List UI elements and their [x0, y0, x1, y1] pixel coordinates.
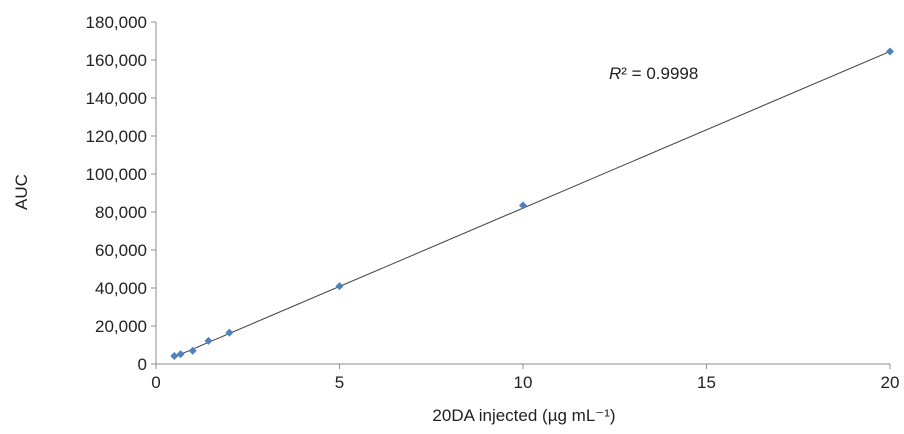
- data-point: [170, 352, 179, 361]
- trendline: [174, 50, 891, 358]
- data-point: [188, 346, 197, 355]
- data-point: [204, 336, 213, 345]
- data-point: [176, 350, 185, 359]
- y-tick-label: 100,000: [86, 165, 147, 184]
- y-tick-label: 140,000: [86, 89, 147, 108]
- y-tick-label: 20,000: [95, 317, 147, 336]
- trendline-group: [174, 50, 891, 358]
- data-point: [225, 328, 234, 337]
- x-tick-label: 5: [335, 373, 344, 392]
- x-axis-ticks: 0 5 10 15 20: [151, 364, 899, 392]
- r-squared-annotation: R² = 0.9998: [609, 64, 698, 83]
- y-axis-title: AUC: [12, 174, 31, 210]
- data-point: [519, 201, 527, 210]
- axes: [155, 22, 890, 365]
- x-tick-label: 10: [514, 373, 533, 392]
- data-points: [170, 47, 894, 361]
- y-tick-label: 180,000: [86, 13, 147, 32]
- y-tick-label: 40,000: [95, 279, 147, 298]
- x-axis-title: 20DA injected (µg mL⁻¹): [432, 406, 615, 425]
- data-point: [886, 47, 894, 56]
- y-tick-label: 160,000: [86, 51, 147, 70]
- y-tick-label: 80,000: [95, 203, 147, 222]
- r-squared-value: ² = 0.9998: [621, 64, 698, 83]
- r-squared-symbol: R: [609, 64, 621, 83]
- y-tick-label: 0: [138, 355, 147, 374]
- y-tick-label: 120,000: [86, 127, 147, 146]
- x-tick-label: 20: [881, 373, 900, 392]
- y-tick-label: 60,000: [95, 241, 147, 260]
- x-tick-label: 0: [151, 373, 160, 392]
- y-axis-ticks: 0 20,000 40,000 60,000 80,000 100,000 120,000 1…: [86, 13, 156, 374]
- data-point: [335, 282, 344, 291]
- x-tick-label: 15: [697, 373, 716, 392]
